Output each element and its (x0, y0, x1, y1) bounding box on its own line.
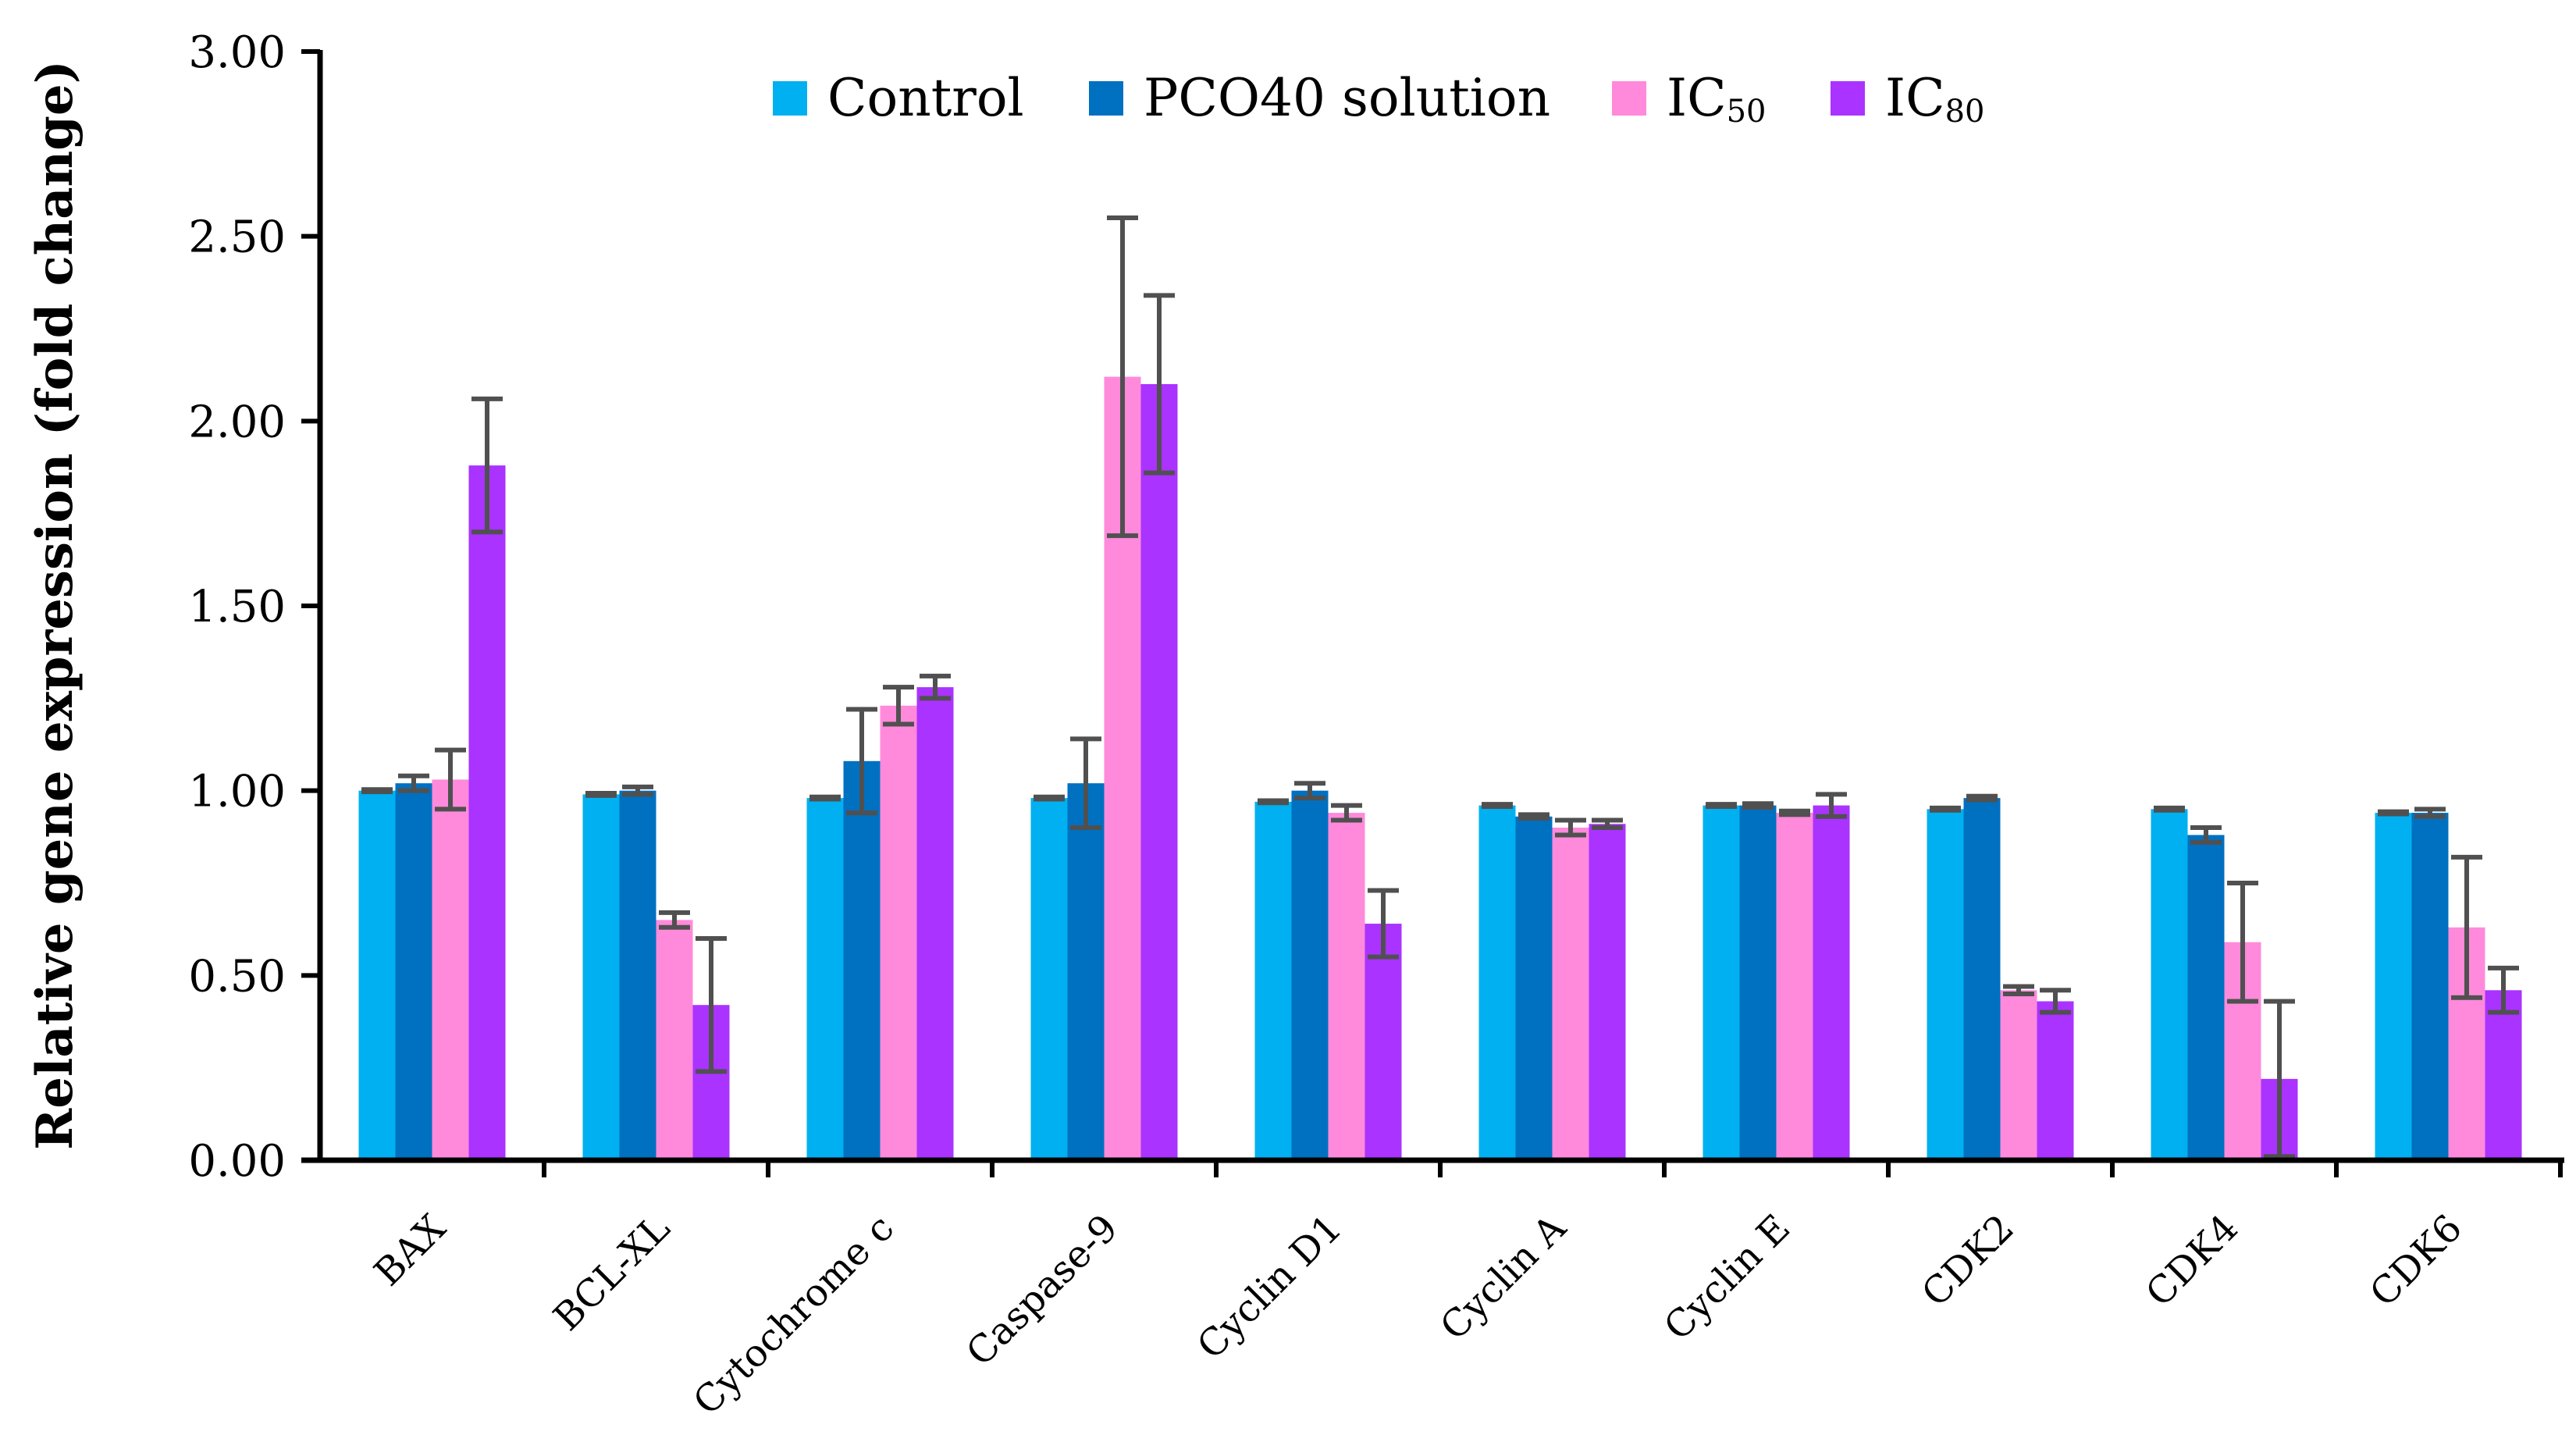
bar (843, 760, 881, 1160)
legend-item: PCO40 solution (1089, 68, 1550, 128)
bar (395, 783, 432, 1160)
y-tick-label: 2.00 (188, 397, 286, 447)
x-tick-label: Cyclin A (1432, 1205, 1575, 1349)
legend-swatch (1612, 81, 1646, 116)
bar (1364, 924, 1402, 1160)
legend-item: Control (773, 68, 1024, 128)
bar (1739, 805, 1777, 1160)
y-tick-label: 0.00 (188, 1136, 286, 1187)
bar (1813, 805, 1850, 1160)
bar (582, 794, 620, 1160)
bars-layer (358, 376, 2522, 1160)
y-tick-label: 1.50 (188, 582, 286, 632)
bar (1254, 801, 1292, 1160)
x-tick-label: BCL-XL (545, 1206, 678, 1340)
bar (2411, 813, 2449, 1160)
y-tick-label: 0.50 (188, 951, 286, 1002)
y-tick-label: 1.00 (188, 767, 286, 817)
bar (806, 798, 844, 1160)
bar (880, 705, 917, 1160)
bar (1703, 805, 1740, 1160)
legend-swatch (1831, 81, 1865, 116)
x-tick-label: Cytochrome c (685, 1206, 902, 1423)
bar (1328, 813, 1365, 1160)
x-tick-label: CDK2 (1913, 1206, 2023, 1316)
y-axis-title: Relative gene expression (fold change) (26, 60, 84, 1150)
bar (656, 920, 693, 1160)
x-tick-label: Cyclin E (1656, 1206, 1799, 1349)
bar (2151, 809, 2188, 1160)
legend-label: IC50 (1667, 68, 1766, 130)
x-tick-label: Caspase-9 (958, 1206, 1126, 1375)
x-tick-label: Cyclin D1 (1189, 1206, 1350, 1368)
x-tick-label: CDK6 (2361, 1206, 2471, 1316)
bar (2000, 990, 2037, 1160)
bar (1963, 798, 2001, 1160)
legend-label: Control (827, 68, 1024, 128)
legend-swatch (773, 81, 807, 116)
y-tick-label: 3.00 (188, 27, 286, 78)
bar (1927, 809, 1964, 1160)
x-ticks: BAX BCL-XL Cytochrome c Caspase-9 Cyclin D1 C… (366, 1160, 2563, 1423)
legend-label: PCO40 solution (1144, 68, 1550, 128)
bar (1515, 816, 1553, 1160)
bar (2037, 1001, 2074, 1160)
legend: Control PCO40 solution IC50 IC80 (773, 68, 1984, 130)
bar (619, 790, 656, 1160)
bar (1291, 790, 1329, 1160)
legend-swatch (1089, 81, 1123, 116)
bar (358, 790, 396, 1160)
y-ticks: 0.00 0.50 1.00 1.50 2.00 2.50 3.00 (188, 27, 320, 1187)
error-bars-layer (361, 215, 2519, 1159)
bar (2485, 990, 2522, 1160)
bar (916, 687, 954, 1160)
bar (432, 779, 469, 1160)
bar (2375, 813, 2412, 1160)
bar (1552, 828, 1589, 1160)
bar (2187, 835, 2225, 1160)
legend-item: IC80 (1831, 68, 1984, 130)
y-tick-label: 2.50 (188, 212, 286, 263)
legend-label: IC80 (1885, 68, 1984, 130)
x-tick-label: CDK4 (2137, 1206, 2247, 1316)
bar (468, 465, 506, 1160)
bar (1589, 824, 1626, 1160)
bar (1140, 384, 1178, 1160)
bar (1067, 783, 1105, 1160)
bar (1478, 805, 1516, 1160)
bar (1030, 798, 1068, 1160)
bar (1776, 813, 1813, 1160)
legend-item: IC50 (1612, 68, 1766, 130)
x-tick-label: BAX (366, 1206, 454, 1295)
